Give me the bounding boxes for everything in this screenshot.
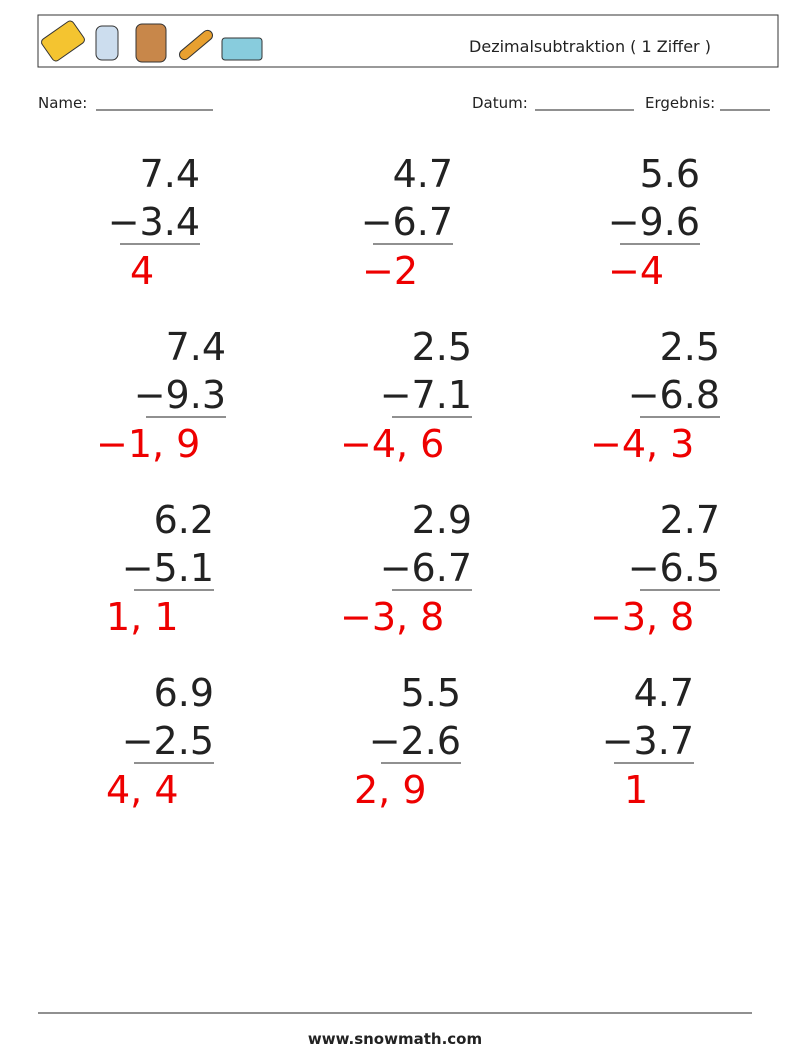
answer: 1: [624, 768, 648, 812]
minuend: 5.6: [640, 152, 700, 196]
answer: 2, 9: [354, 768, 427, 812]
minuend: 4.7: [393, 152, 453, 196]
subtrahend: −6.7: [361, 200, 453, 244]
minuend: 6.9: [154, 671, 214, 715]
result-label: Ergebnis:: [645, 94, 715, 112]
subtrahend: −3.7: [602, 719, 694, 763]
minuend: 2.7: [660, 498, 720, 542]
subtrahend: −9.6: [608, 200, 700, 244]
subtrahend: −6.7: [380, 546, 472, 590]
answer: −3, 8: [590, 595, 694, 639]
subtrahend: −3.4: [108, 200, 200, 244]
footer-site: www.snowmath.com: [308, 1030, 482, 1048]
minuend: 6.2: [154, 498, 214, 542]
answer: 4: [130, 249, 154, 293]
date-label: Datum:: [472, 94, 528, 112]
minuend: 2.5: [660, 325, 720, 369]
answer: −4, 6: [340, 422, 444, 466]
problems: 7.4−3.444.7−6.7−25.6−9.6−47.4−9.3−1, 92.…: [96, 152, 720, 812]
subtrahend: −6.8: [628, 373, 720, 417]
icons: [41, 20, 263, 63]
name-label: Name:: [38, 94, 87, 112]
minuend: 7.4: [166, 325, 226, 369]
title: Dezimalsubtraktion ( 1 Ziffer ): [469, 37, 711, 56]
answer: −2: [362, 249, 418, 293]
subtrahend: −2.5: [122, 719, 214, 763]
answer: −4, 3: [590, 422, 694, 466]
header-box: [37, 14, 779, 68]
subtrahend: −9.3: [134, 373, 226, 417]
answer: −1, 9: [96, 422, 200, 466]
minuend: 4.7: [634, 671, 694, 715]
subtrahend: −5.1: [122, 546, 214, 590]
minuend: 2.9: [412, 498, 472, 542]
subtrahend: −6.5: [628, 546, 720, 590]
answer: 1, 1: [106, 595, 179, 639]
subtrahend: −2.6: [369, 719, 461, 763]
answer: 4, 4: [106, 768, 179, 812]
minuend: 7.4: [140, 152, 200, 196]
minuend: 5.5: [401, 671, 461, 715]
minuend: 2.5: [412, 325, 472, 369]
answer: −3, 8: [340, 595, 444, 639]
subtrahend: −7.1: [380, 373, 472, 417]
answer: −4: [608, 249, 664, 293]
